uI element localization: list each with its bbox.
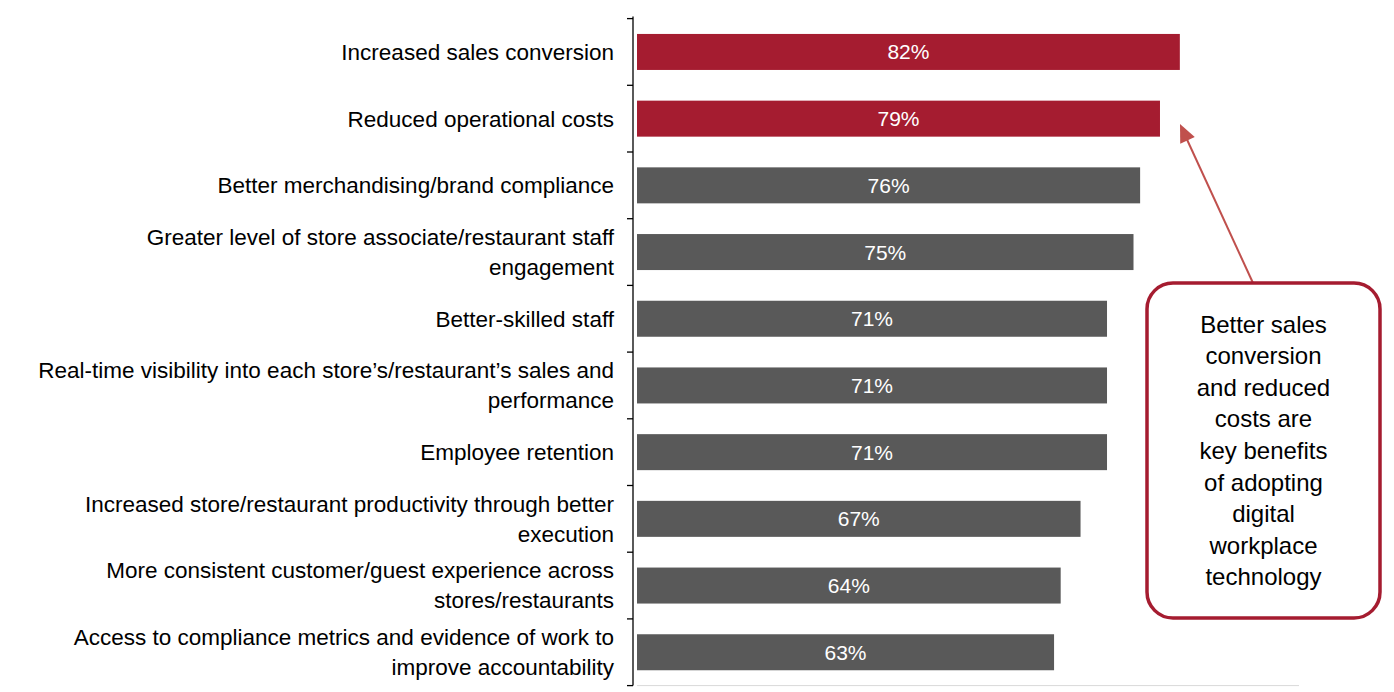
- category-tick: [627, 285, 633, 286]
- annotation-text: and reduced: [1197, 374, 1330, 401]
- category-label: Better-skilled staff: [436, 307, 615, 332]
- category-label-line: performance: [488, 388, 614, 413]
- bar: [637, 34, 1180, 70]
- data-label: 64%: [828, 574, 870, 597]
- data-label: 75%: [864, 241, 906, 264]
- category-label-line: Increased sales conversion: [341, 40, 614, 65]
- annotation-box: [1147, 283, 1380, 618]
- data-label: 76%: [868, 174, 910, 197]
- bar: [637, 634, 1054, 670]
- bars: [637, 34, 1180, 670]
- category-label-line: Better-skilled staff: [436, 307, 615, 332]
- category-tick: [627, 85, 633, 86]
- annotation-text: workplace: [1208, 532, 1317, 559]
- category-label: Employee retention: [420, 440, 614, 465]
- category-label: Better merchandising/brand compliance: [218, 173, 614, 198]
- category-label-line: execution: [518, 522, 614, 547]
- category-label: Increased store/restaurant productivity …: [85, 492, 615, 547]
- category-label-line: engagement: [489, 255, 615, 280]
- category-tick: [627, 218, 633, 219]
- annotation-text: technology: [1205, 563, 1321, 590]
- chart: improve accountability Increased sales co…: [0, 0, 1394, 692]
- data-label: 71%: [851, 307, 893, 330]
- category-label: Increased sales conversion: [341, 40, 614, 65]
- bar: [637, 234, 1134, 270]
- y-axis-line: [632, 17, 633, 686]
- category-tick: [627, 685, 633, 686]
- category-label: More consistent customer/guest experienc…: [106, 558, 614, 613]
- category-label-line: Greater level of store associate/restaur…: [147, 225, 615, 250]
- annotation-arrowhead: [1180, 124, 1195, 144]
- category-label: Greater level of store associate/restaur…: [147, 225, 615, 280]
- bar: [637, 101, 1160, 137]
- data-label: 71%: [851, 441, 893, 464]
- data-label: 82%: [887, 40, 929, 63]
- category-label-line: stores/restaurants: [434, 588, 614, 613]
- category-tick: [627, 151, 633, 152]
- category-label: Access to compliance metrics and evidenc…: [74, 625, 615, 680]
- annotation-arrow: [1184, 133, 1253, 283]
- annotation-text: of adopting: [1204, 469, 1323, 496]
- annotation-text: Better sales: [1200, 311, 1327, 338]
- bar: [637, 367, 1107, 403]
- annotation-text: costs are: [1215, 405, 1312, 432]
- bar: [637, 301, 1107, 337]
- category-tick: [627, 552, 633, 553]
- category-tick: [627, 418, 633, 419]
- category-label-line: Increased store/restaurant productivity …: [85, 492, 615, 517]
- data-label: 79%: [877, 107, 919, 130]
- category-label-line: Reduced operational costs: [348, 107, 614, 132]
- category-label: Reduced operational costs: [348, 107, 614, 132]
- category-label-line: Real-time visibility into each store’s/r…: [38, 358, 614, 383]
- data-label: 67%: [838, 507, 880, 530]
- data-label: 63%: [825, 641, 867, 664]
- annotation-text: digital: [1232, 500, 1295, 527]
- category-label-line: improve accountability: [391, 655, 614, 680]
- category-label: Real-time visibility into each store’s/r…: [38, 358, 614, 413]
- category-tick: [627, 18, 633, 19]
- bar: [637, 434, 1107, 470]
- category-tick: [627, 485, 633, 486]
- category-tick: [627, 351, 633, 352]
- category-label-line: Access to compliance metrics and evidenc…: [74, 625, 614, 650]
- bar: [637, 568, 1061, 604]
- bar: [637, 167, 1140, 203]
- category-tick: [627, 618, 633, 619]
- category-label-line: Better merchandising/brand compliance: [218, 173, 614, 198]
- category-label-line: More consistent customer/guest experienc…: [106, 558, 614, 583]
- annotation-text: conversion: [1205, 342, 1321, 369]
- annotation-text: key benefits: [1199, 437, 1327, 464]
- bar: [637, 501, 1081, 537]
- data-label: 71%: [851, 374, 893, 397]
- category-label-line: Employee retention: [420, 440, 614, 465]
- x-axis-line: [637, 685, 1299, 686]
